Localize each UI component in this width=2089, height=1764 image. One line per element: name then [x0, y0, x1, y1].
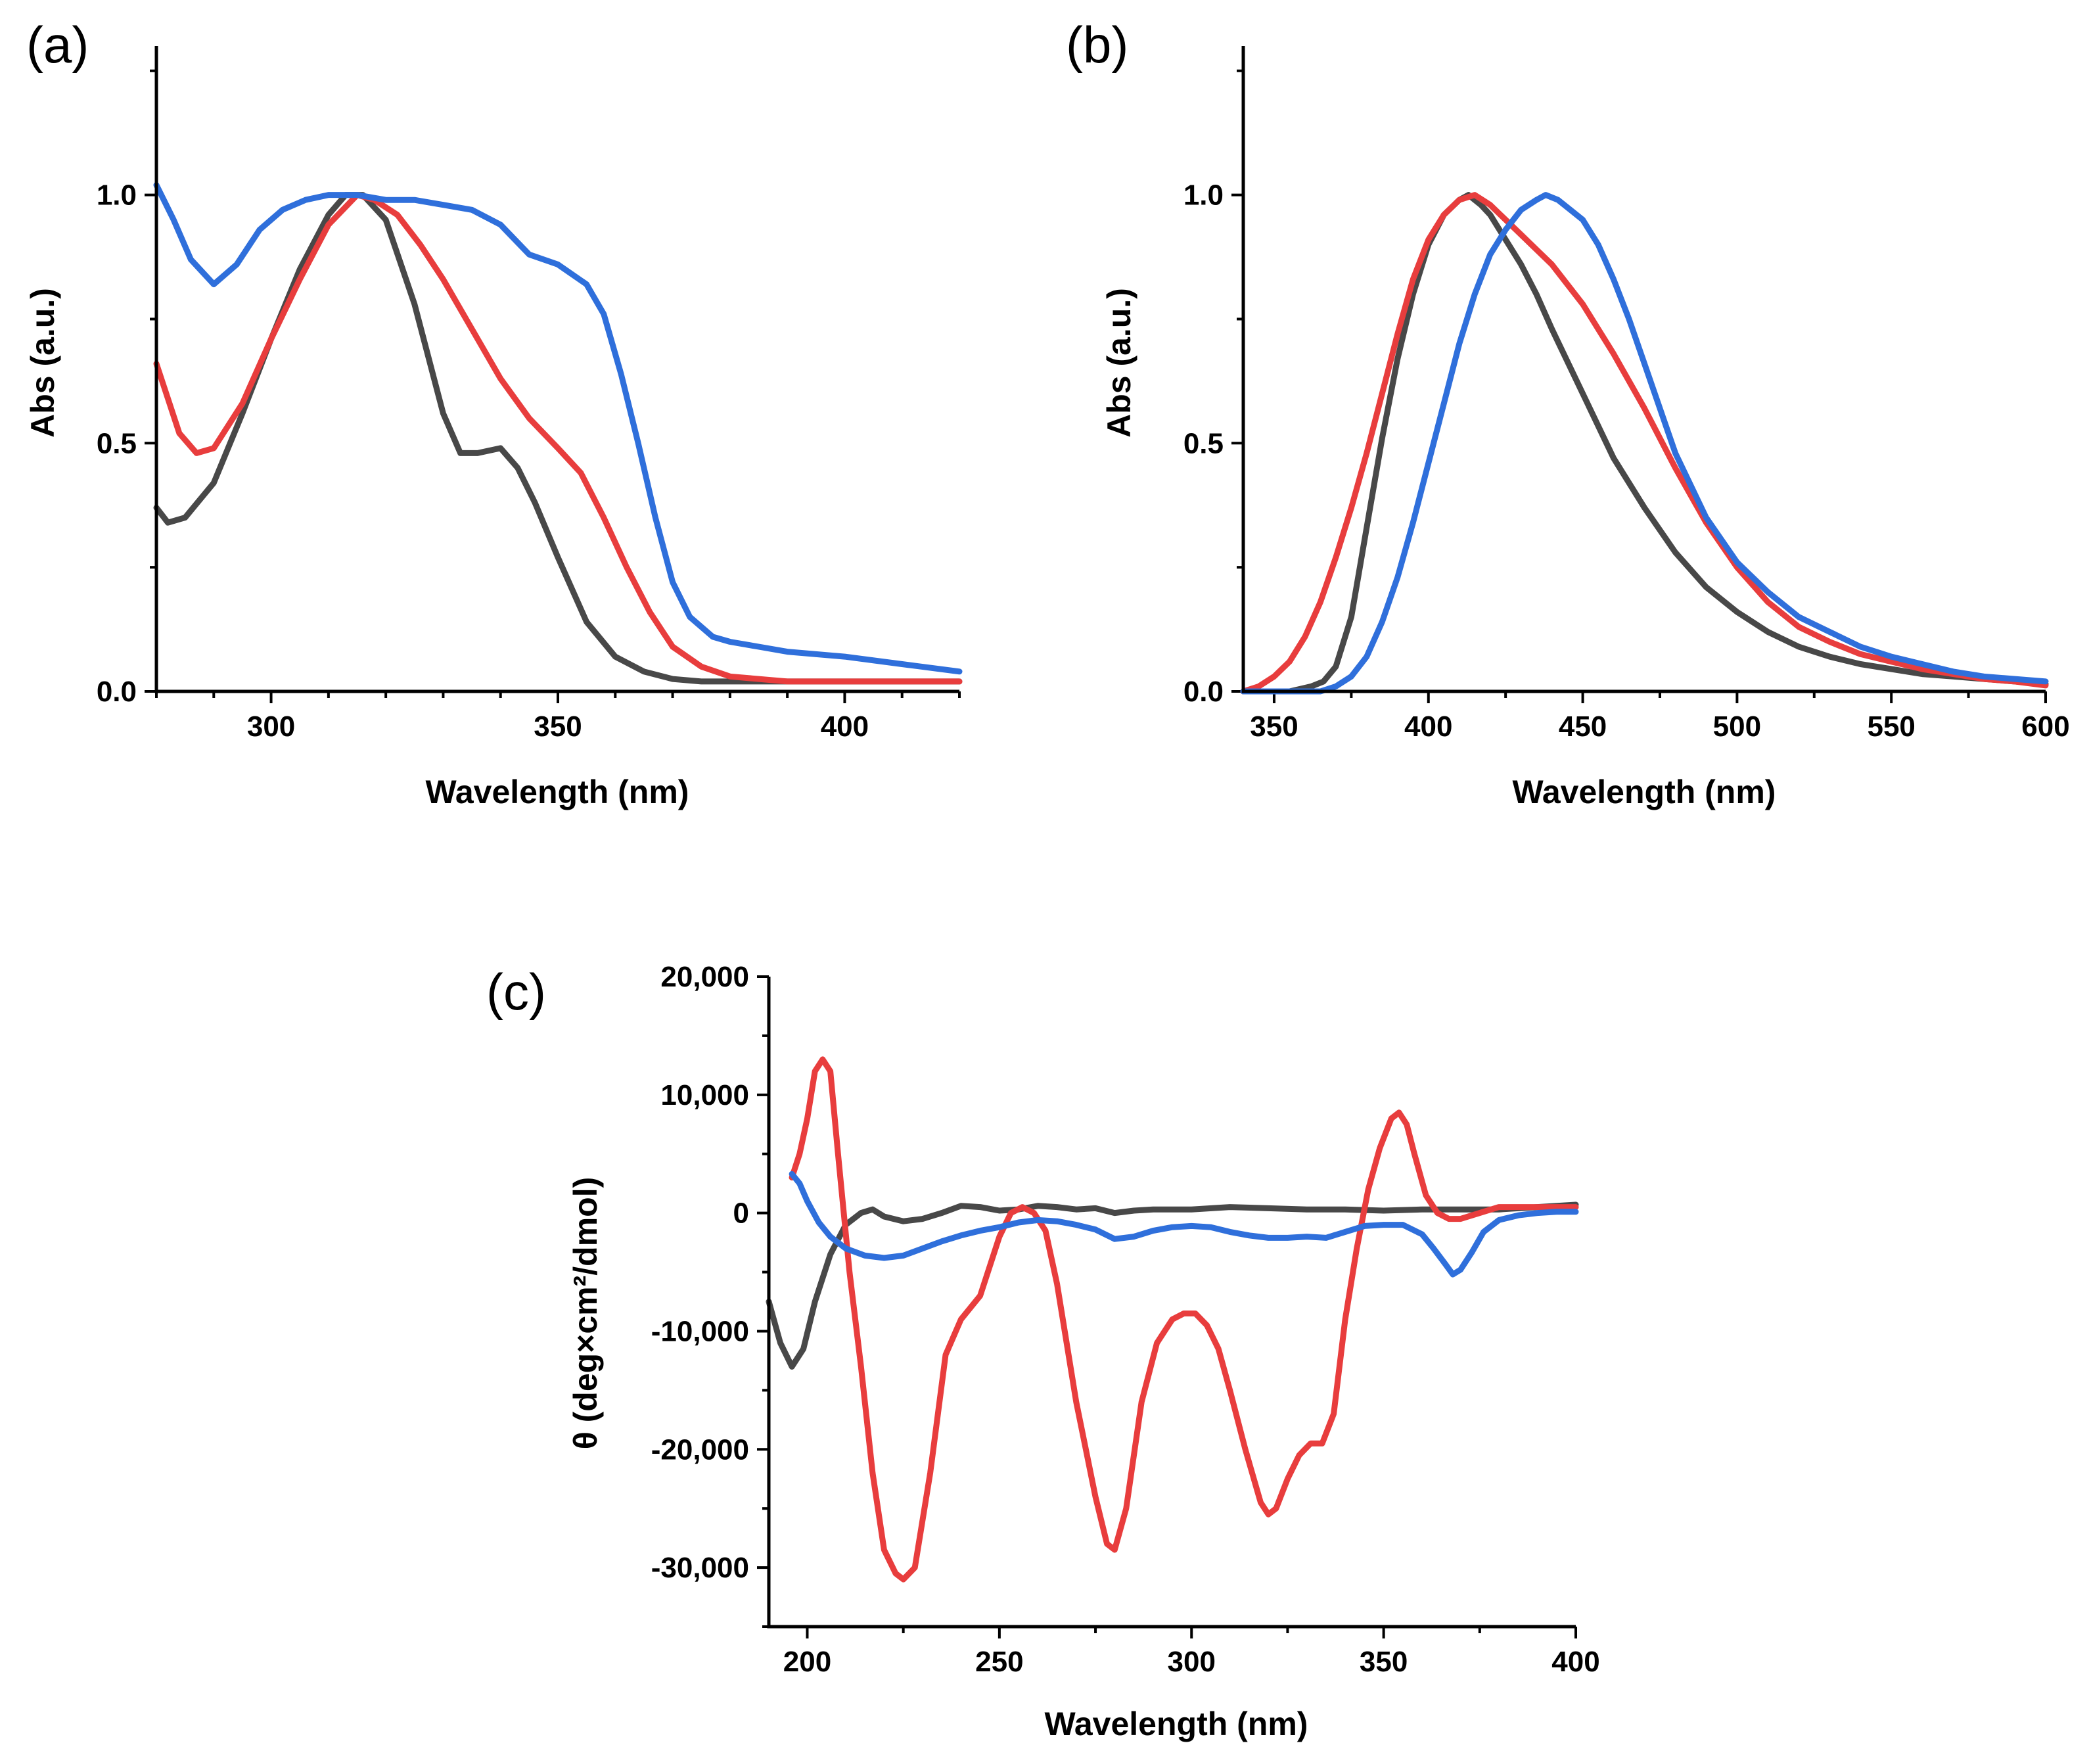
panel-c-ytick-label: 0 [733, 1197, 749, 1230]
panel-b-ticks: 350 400 450 500 550 600 0.0 0.5 1.0 [1183, 69, 2070, 743]
panel-c-series-line-3 [789, 1171, 1579, 1278]
panel-b-label: (b) [1066, 16, 1128, 74]
panel-b-series [1240, 192, 2049, 695]
panel-a-xtick-label: 400 [821, 710, 869, 743]
panel-c-ytick-label: -30,000 [651, 1552, 749, 1584]
panel-c-xtick-label: 250 [975, 1646, 1023, 1678]
panel-b: (b) 350 400 450 500 550 600 0.0 0.5 1.0 Waveleng… [1066, 16, 2070, 810]
panel-b-ytick-label: 0.5 [1183, 427, 1224, 459]
panel-a-axis-lines [154, 46, 959, 693]
panel-a-axes [154, 46, 959, 693]
panel-b-xtick-label: 600 [2021, 710, 2069, 743]
panel-b-ytick-label: 1.0 [1183, 179, 1224, 212]
panel-b-xtick-label: 400 [1404, 710, 1452, 743]
panel-b-xtick-label: 450 [1559, 710, 1607, 743]
panel-c-ytick-label: -10,000 [651, 1315, 749, 1347]
panel-a-ticks: 300 350 400 0.0 0.5 1.0 [97, 69, 961, 743]
panel-b-series-line-3 [1240, 192, 2049, 695]
panel-b-xtick-label: 500 [1713, 710, 1761, 743]
panel-c-ylabel: θ (deg×cm²/dmol) [567, 1177, 604, 1450]
panel-b-series-line-2 [1240, 192, 2049, 695]
panel-b-ytick-label: 0.0 [1183, 676, 1224, 708]
panel-b-series-line-1 [1240, 192, 2049, 695]
panel-a-xtick-label: 300 [247, 710, 295, 743]
panel-c-xtick-label: 300 [1168, 1646, 1216, 1678]
panel-a-xtick-label: 350 [534, 710, 582, 743]
panel-b-xtick-label: 350 [1250, 710, 1298, 743]
panel-c-ticks: 200 250 300 350 400 -30,000 -20,000 -10,000 0 10,… [651, 961, 1600, 1678]
panel-a: (a) 300 350 400 0.0 0.5 1.0 Wavelength (nm) A… [24, 16, 963, 810]
panel-b-axes [1241, 46, 2046, 693]
panel-c-ytick-label: -20,000 [651, 1433, 749, 1466]
panel-c-xtick-label: 200 [783, 1646, 831, 1678]
panel-a-ytick-label: 0.0 [97, 676, 137, 708]
panel-c-axes [767, 977, 1576, 1629]
panel-c-series-line-1 [766, 1201, 1579, 1370]
panel-c-xtick-label: 400 [1551, 1646, 1599, 1678]
panel-c-ytick-label: 10,000 [660, 1079, 749, 1111]
panel-a-ylabel: Abs (a.u.) [24, 288, 61, 438]
panel-c-label: (c) [486, 963, 546, 1021]
panel-b-ylabel: Abs (a.u.) [1101, 288, 1137, 438]
panel-a-series [153, 182, 963, 685]
panel-c: (c) 200 250 300 350 400 -30,000 -20,000 -10,000… [486, 961, 1600, 1742]
panel-a-label: (a) [26, 16, 89, 74]
panel-a-series-line-2 [153, 192, 963, 685]
panel-a-xlabel: Wavelength (nm) [426, 774, 689, 810]
panel-a-ytick-label: 1.0 [97, 179, 137, 212]
panel-c-axis-lines [767, 977, 1576, 1629]
panel-c-series [766, 1056, 1579, 1583]
panel-b-xtick-label: 550 [1867, 710, 1915, 743]
panel-b-axis-lines [1241, 46, 2046, 693]
panel-a-series-line-3 [153, 182, 963, 675]
panel-b-xlabel: Wavelength (nm) [1513, 774, 1776, 810]
panel-c-xtick-label: 350 [1360, 1646, 1408, 1678]
panel-a-ytick-label: 0.5 [97, 427, 137, 459]
panel-c-ytick-label: 20,000 [660, 961, 749, 993]
panel-c-xlabel: Wavelength (nm) [1045, 1706, 1308, 1742]
panel-c-series-line-2 [789, 1056, 1579, 1583]
